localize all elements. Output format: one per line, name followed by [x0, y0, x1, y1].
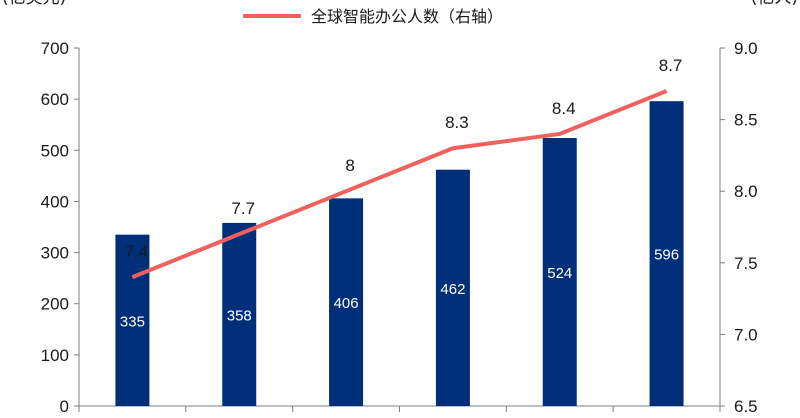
- left-tick-label: 700: [41, 39, 69, 58]
- axes: [78, 48, 721, 412]
- right-tick-label: 8.0: [734, 182, 758, 201]
- line-series: 7.4 7.7 8 8.3 8.4 8.7: [125, 56, 683, 279]
- line-value-label: 7.4: [125, 242, 149, 261]
- bars: 335 358 406 462 524 596: [115, 101, 684, 407]
- line-value-label: 8.3: [445, 113, 469, 132]
- bar-value-label: 335: [120, 313, 145, 330]
- line-value-label: 7.7: [231, 199, 255, 218]
- right-tick-label: 7.0: [734, 325, 758, 344]
- right-tick-label: 8.5: [734, 111, 758, 130]
- right-ticks: 6.5 7.0 7.5 8.0 8.5 9.0: [720, 39, 758, 416]
- bar-value-label: 358: [227, 307, 252, 324]
- right-axis-unit: (亿人): [751, 0, 798, 8]
- line-path: [131, 89, 668, 279]
- left-axis-unit: (亿美元): [2, 0, 66, 8]
- left-tick-label: 0: [60, 397, 69, 416]
- bar-value-label: 596: [654, 247, 679, 264]
- bar-value-label: 462: [440, 281, 465, 298]
- bar: [115, 234, 150, 406]
- left-tick-label: 100: [41, 346, 69, 365]
- line-value-label: 8.4: [552, 99, 576, 118]
- bar: [649, 101, 684, 406]
- bar: [222, 222, 257, 406]
- bar-value-label: 524: [547, 265, 572, 282]
- right-tick-label: 7.5: [734, 254, 758, 273]
- bar: [542, 138, 577, 407]
- right-tick-label: 9.0: [734, 39, 758, 58]
- left-tick-label: 200: [41, 295, 69, 314]
- line-value-label: 8: [345, 156, 354, 175]
- bar: [329, 198, 364, 406]
- bar: [435, 169, 470, 406]
- left-tick-label: 600: [41, 90, 69, 109]
- left-tick-label: 400: [41, 192, 69, 211]
- right-tick-label: 6.5: [734, 397, 758, 416]
- legend-label: 全球智能办公人数（右轴）: [311, 7, 503, 26]
- bar-value-label: 406: [334, 295, 359, 312]
- line-value-label: 8.7: [659, 56, 683, 75]
- left-tick-label: 500: [41, 141, 69, 160]
- left-ticks: 0 100 200 300 400 500 600 700: [41, 39, 79, 416]
- left-tick-label: 300: [41, 244, 69, 263]
- legend: 全球智能办公人数（右轴）: [243, 7, 503, 26]
